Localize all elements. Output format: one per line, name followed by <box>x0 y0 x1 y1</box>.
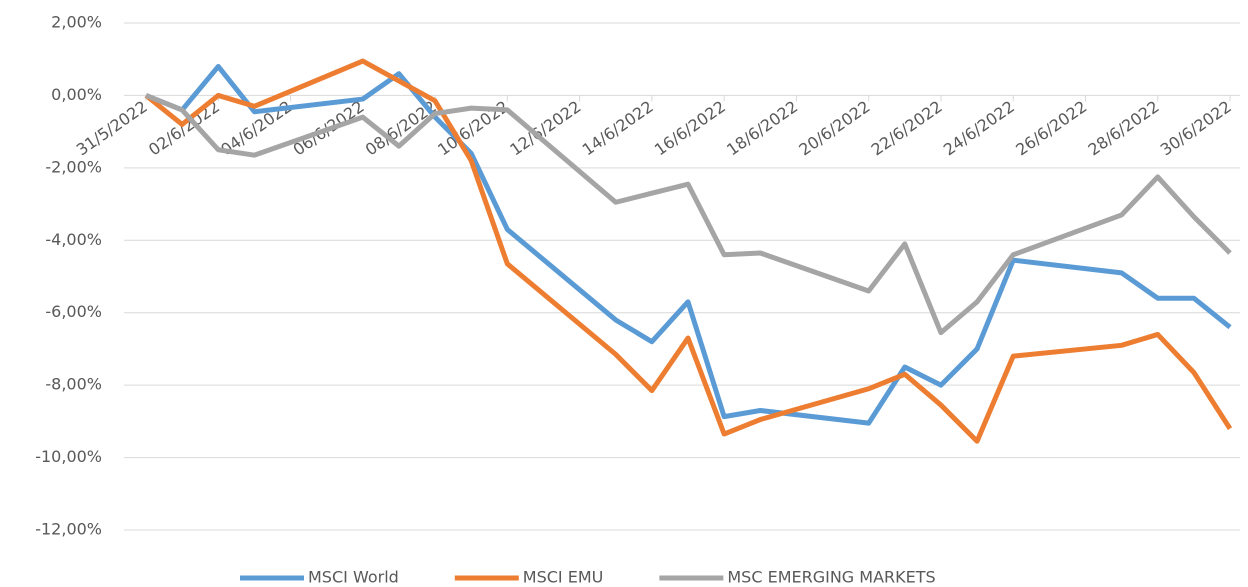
x-tick-label: 20/6/2022 <box>795 97 873 160</box>
y-tick-label: -12,00% <box>35 520 102 539</box>
x-tick-label: 14/6/2022 <box>579 97 657 160</box>
series-line <box>144 58 1233 444</box>
x-tick-label: 30/6/2022 <box>1157 97 1235 160</box>
x-tick-label: 24/6/2022 <box>940 97 1018 160</box>
x-tick-label: 16/6/2022 <box>651 97 729 160</box>
y-tick-label: -8,00% <box>45 375 102 394</box>
x-tick-label: 18/6/2022 <box>723 97 801 160</box>
series-line <box>145 63 1232 426</box>
legend-label: MSC EMERGING MARKETS <box>727 568 935 587</box>
y-tick-label: -2,00% <box>45 157 102 176</box>
x-tick-label: 31/5/2022 <box>73 97 151 160</box>
y-tick-label: 0,00% <box>51 85 102 104</box>
x-tick-label: 22/6/2022 <box>868 97 946 160</box>
x-tick-label: 26/6/2022 <box>1012 97 1090 160</box>
legend-label: MSCI World <box>308 568 399 587</box>
y-tick-label: -10,00% <box>35 447 102 466</box>
y-tick-label: -6,00% <box>45 302 102 321</box>
y-tick-label: -4,00% <box>45 230 102 249</box>
series-line <box>145 93 1232 336</box>
x-tick-label: 12/6/2022 <box>506 97 584 160</box>
legend: MSCI World MSCI EMU MSC EMERGING MARKETS <box>240 568 936 587</box>
x-tick-label: 28/6/2022 <box>1085 97 1163 160</box>
legend-label: MSCI EMU <box>523 568 604 587</box>
y-tick-label: 2,00% <box>51 13 102 32</box>
